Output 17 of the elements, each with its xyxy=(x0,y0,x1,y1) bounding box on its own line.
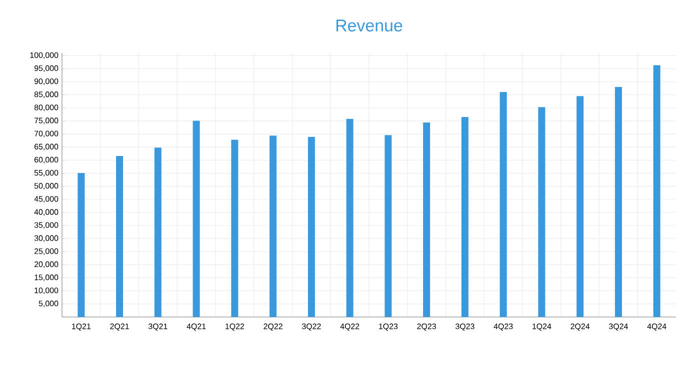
bar xyxy=(154,148,162,317)
bar xyxy=(346,118,354,317)
bar xyxy=(116,156,124,317)
bar xyxy=(461,117,468,317)
bar xyxy=(500,92,507,317)
bar xyxy=(192,120,200,317)
bar xyxy=(538,107,546,317)
bar xyxy=(231,140,238,317)
bar xyxy=(384,135,392,317)
bar xyxy=(78,172,85,317)
chart-title: Revenue xyxy=(336,20,402,32)
bar xyxy=(653,65,660,317)
bar xyxy=(614,86,622,317)
bar xyxy=(270,136,277,317)
bar xyxy=(423,122,430,317)
bar xyxy=(576,96,584,317)
bar xyxy=(308,136,315,317)
